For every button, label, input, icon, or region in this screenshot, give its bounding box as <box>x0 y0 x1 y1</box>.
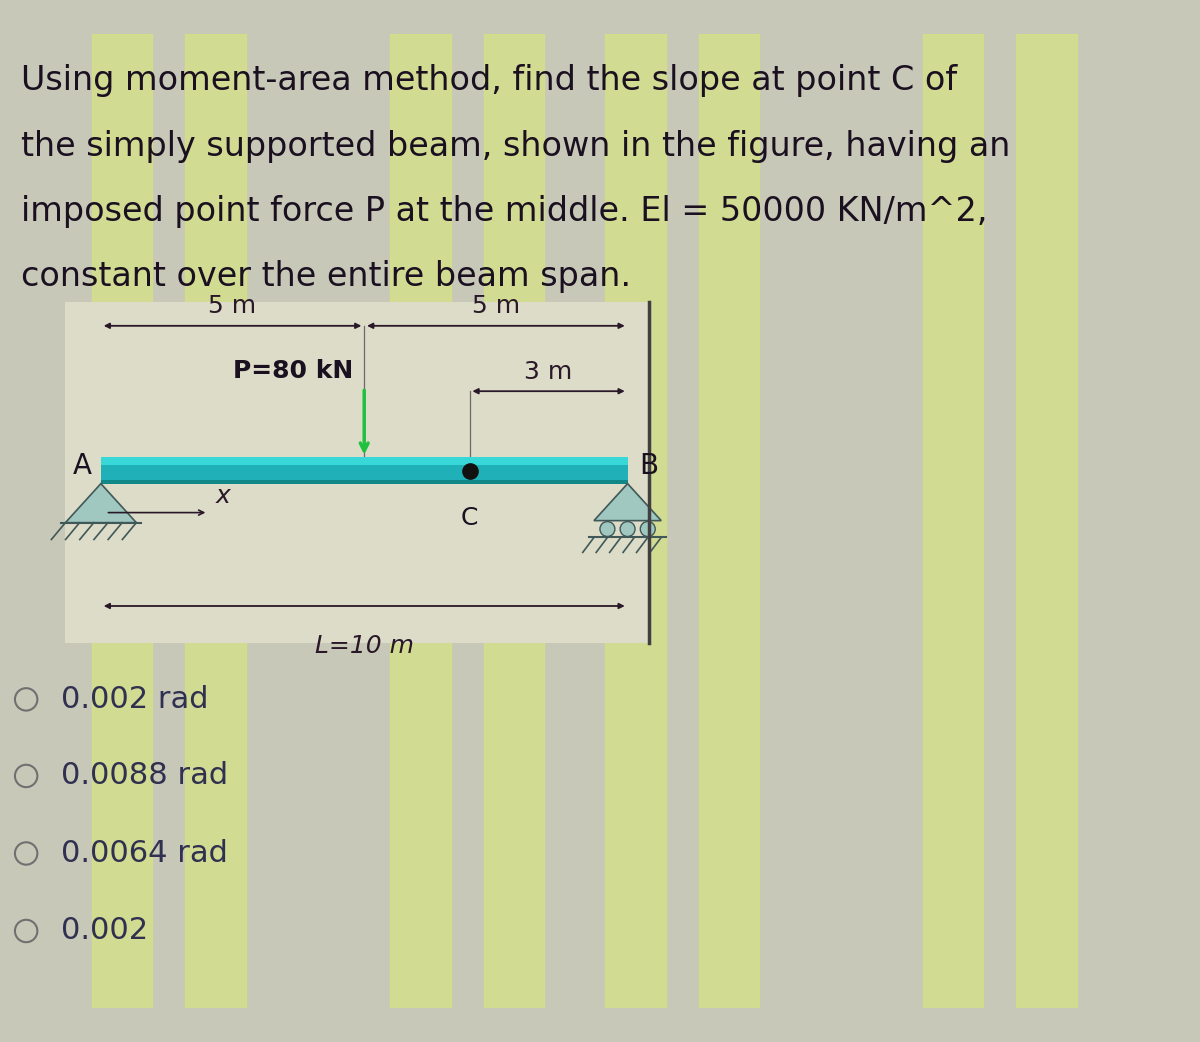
Text: L=10 m: L=10 m <box>314 634 414 658</box>
Text: x: x <box>216 483 230 507</box>
Text: 0.002 rad: 0.002 rad <box>61 685 209 714</box>
Bar <box>91 34 152 1008</box>
Text: imposed point force P at the middle. El = 50000 KN/m^2,: imposed point force P at the middle. El … <box>20 195 988 228</box>
Text: P=80 kN: P=80 kN <box>233 358 353 382</box>
Bar <box>65 302 649 643</box>
Circle shape <box>641 522 655 537</box>
Text: A: A <box>72 452 91 480</box>
Polygon shape <box>594 483 661 521</box>
Circle shape <box>600 522 614 537</box>
Text: constant over the entire beam span.: constant over the entire beam span. <box>20 260 631 294</box>
Text: 0.0088 rad: 0.0088 rad <box>61 762 228 791</box>
Text: 5 m: 5 m <box>209 294 257 319</box>
Circle shape <box>620 522 635 537</box>
Bar <box>185 34 246 1008</box>
Bar <box>101 457 628 483</box>
Text: the simply supported beam, shown in the figure, having an: the simply supported beam, shown in the … <box>20 129 1010 163</box>
Text: 0.002: 0.002 <box>61 917 148 945</box>
Text: 5 m: 5 m <box>472 294 520 319</box>
Text: C: C <box>461 506 479 530</box>
Bar <box>390 34 451 1008</box>
Bar <box>923 34 984 1008</box>
Bar <box>101 457 628 480</box>
Text: 0.0064 rad: 0.0064 rad <box>61 839 228 868</box>
Bar <box>101 457 628 465</box>
Bar <box>484 34 545 1008</box>
Bar <box>605 34 666 1008</box>
Bar <box>1016 34 1076 1008</box>
Text: B: B <box>638 452 658 480</box>
Bar <box>698 34 760 1008</box>
Text: Using moment-area method, find the slope at point C of: Using moment-area method, find the slope… <box>20 65 956 97</box>
Polygon shape <box>65 483 137 523</box>
Text: 3 m: 3 m <box>524 359 572 383</box>
